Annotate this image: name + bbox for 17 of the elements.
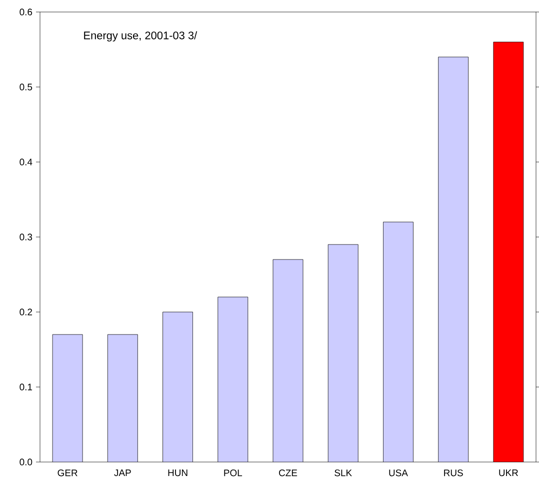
x-tick-label: USA [389,470,408,476]
y-tick-label: 0.1 [20,384,32,390]
x-tick-label: POL [224,470,242,476]
x-tick-label: JAP [114,470,131,476]
y-tick-label: 0.2 [20,308,32,316]
x-tick-label: CZE [279,470,298,476]
x-tick-label: RUS [444,470,463,476]
y-tick-label: 0.3 [20,234,32,240]
y-tick-label: 0.0 [20,458,32,466]
x-tick-label: GER [58,470,78,476]
y-tick-label: 0.5 [20,84,32,90]
x-tick-label: UKR [499,470,518,476]
text: Energy use, 2001-03 3/ [84,31,198,42]
y-tick-label: 0.4 [20,158,32,166]
y-tick-label: 0.6 [20,8,32,16]
x-tick-label: SLK [334,470,352,476]
x-tick-label: HUN [168,470,188,476]
